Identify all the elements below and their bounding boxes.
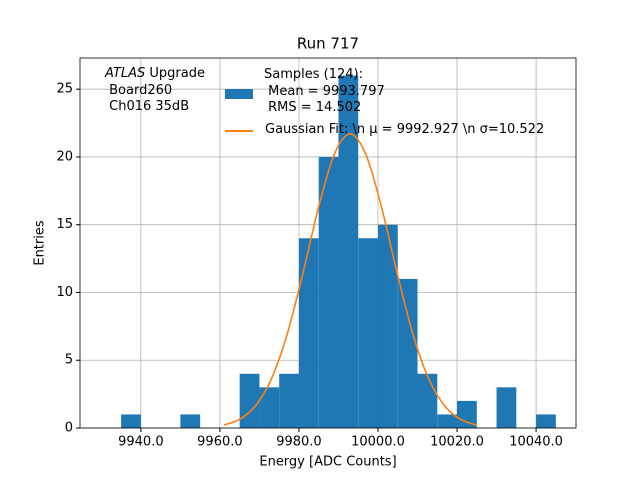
bar xyxy=(279,373,299,428)
x-tick-label: 9940.0 xyxy=(118,435,164,450)
plot-area: 0 5 10 15 20 25 9940.0 9960.0 9980.0 10000.0 10020… xyxy=(56,57,577,450)
x-tick-label: 10040.0 xyxy=(509,435,563,450)
bar xyxy=(180,414,201,428)
axes-frame xyxy=(79,57,577,429)
chart-title: Run 717 xyxy=(297,35,359,53)
bar xyxy=(377,224,398,428)
annotation-text: Upgrade xyxy=(145,66,205,81)
x-tick-label: 9960.0 xyxy=(197,435,243,450)
bar xyxy=(338,75,359,428)
legend-label: Gaussian Fit: \n μ = 9992.927 \n σ=10.52… xyxy=(265,122,545,137)
bar xyxy=(239,373,260,428)
bar xyxy=(536,414,556,428)
bar xyxy=(259,387,280,428)
bar xyxy=(358,238,378,428)
bar xyxy=(457,400,477,428)
bar xyxy=(417,373,438,428)
annotation-text: Ch016 35dB xyxy=(105,99,190,114)
y-tick-label: 25 xyxy=(56,82,73,97)
annotation: ATLAS Upgrade Board260 Ch016 35dB xyxy=(105,66,205,116)
y-tick-label: 15 xyxy=(56,217,73,232)
y-tick-label: 0 xyxy=(65,421,73,436)
y-axis-label: Entries xyxy=(33,220,48,266)
fit-line xyxy=(223,133,478,426)
y-tick-label: 20 xyxy=(56,149,73,164)
bar xyxy=(121,414,141,428)
y-tick-label: 10 xyxy=(56,285,73,300)
bar xyxy=(437,414,458,428)
annotation-text: Board260 xyxy=(105,82,173,98)
bar xyxy=(298,238,319,428)
x-tick-label: 9980.0 xyxy=(276,435,322,450)
bar xyxy=(496,387,517,428)
legend-swatch xyxy=(225,89,253,99)
legend-label: Samples (124): Mean = 9993.797 RMS = 14.… xyxy=(264,67,385,115)
annotation-text: ATLAS xyxy=(105,66,146,81)
x-tick-label: 10020.0 xyxy=(430,435,484,450)
y-tick-label: 5 xyxy=(65,353,73,368)
x-tick-label: 10000.0 xyxy=(351,435,405,450)
bar xyxy=(318,156,339,428)
x-axis-label: Energy [ADC Counts] xyxy=(259,455,396,470)
bar xyxy=(397,278,418,428)
